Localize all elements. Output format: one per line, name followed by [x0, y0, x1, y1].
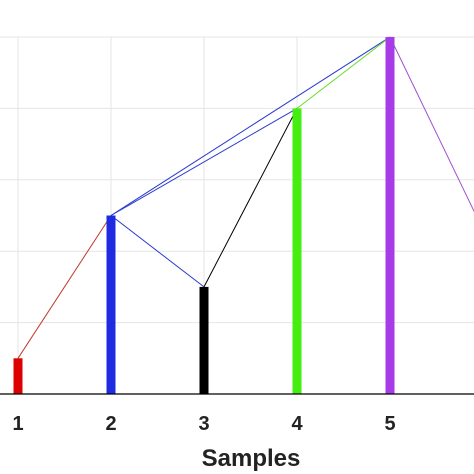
connection-line-2-4	[110, 107, 298, 216]
x-tick-label-5: 5	[384, 413, 395, 435]
connection-line-5-6	[389, 36, 474, 213]
x-tick-label-3: 3	[198, 413, 209, 435]
connection-line-3-4	[203, 108, 298, 288]
x-axis-title: Samples	[202, 445, 301, 472]
x-tick-label-1: 1	[12, 413, 23, 435]
x-tick-label-2: 2	[105, 413, 116, 435]
connection-line-1-2	[17, 215, 112, 359]
bar-sample-2	[106, 215, 116, 394]
bars	[13, 37, 395, 395]
connection-line-4-5	[296, 36, 391, 109]
x-tick-labels: 1 2 3 4 5	[12, 413, 395, 435]
grid	[0, 36, 474, 394]
bar-sample-1	[13, 358, 23, 394]
x-tick-label-4: 4	[291, 413, 303, 435]
bar-sample-5	[385, 37, 395, 394]
bar-sample-3	[199, 286, 209, 394]
connection-lines	[17, 36, 474, 359]
connection-line-2-5	[110, 36, 391, 216]
connection-line-2-3	[110, 215, 205, 288]
bar-sample-4	[292, 108, 302, 395]
